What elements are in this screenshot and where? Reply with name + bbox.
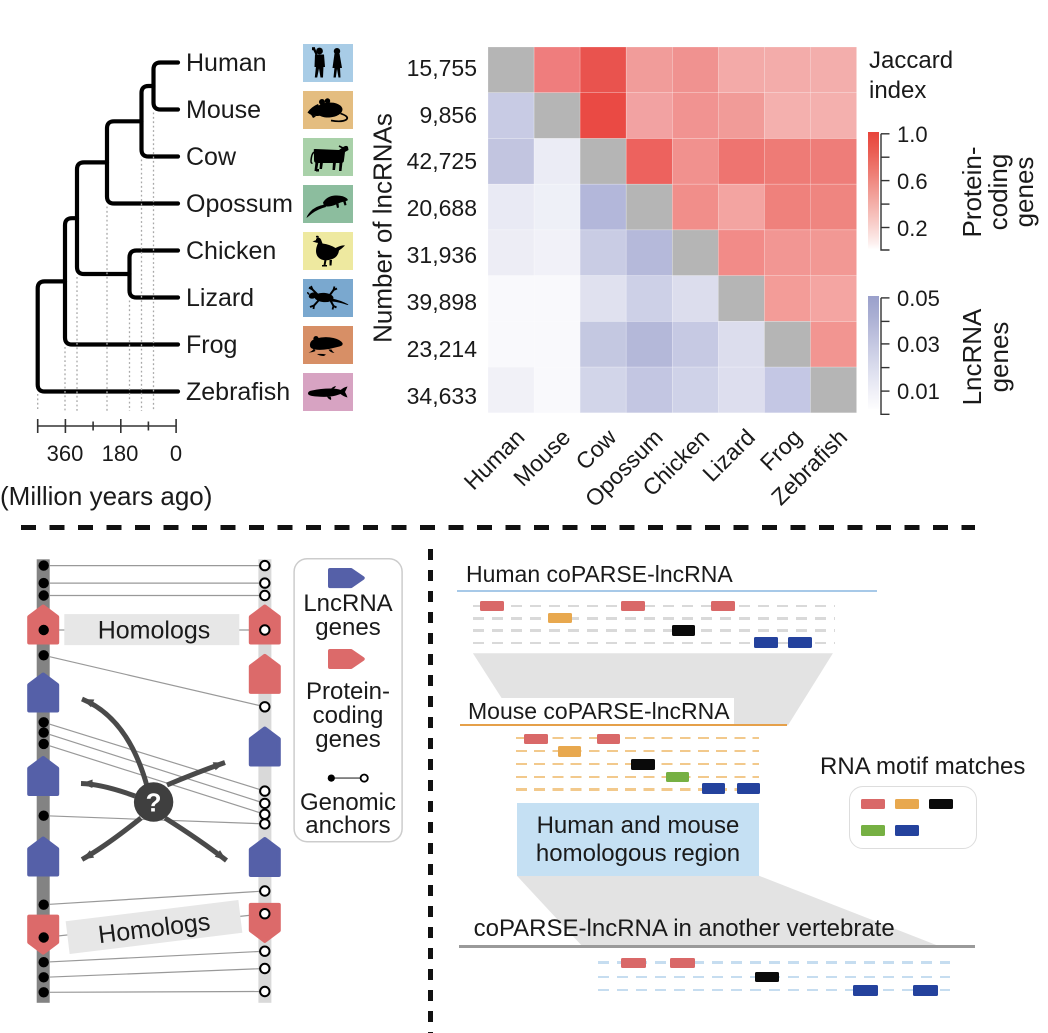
svg-text:anchors: anchors (305, 812, 390, 839)
svg-text:Protein-: Protein- (306, 678, 390, 705)
svg-text:genes: genes (315, 726, 380, 753)
svg-text:Homologs: Homologs (98, 617, 211, 645)
svg-text:Genomic: Genomic (300, 789, 396, 816)
svg-text:genes: genes (315, 614, 380, 641)
svg-text:coding: coding (313, 702, 384, 729)
svg-text:LncRNA: LncRNA (303, 590, 392, 617)
svg-text:?: ? (146, 788, 162, 818)
